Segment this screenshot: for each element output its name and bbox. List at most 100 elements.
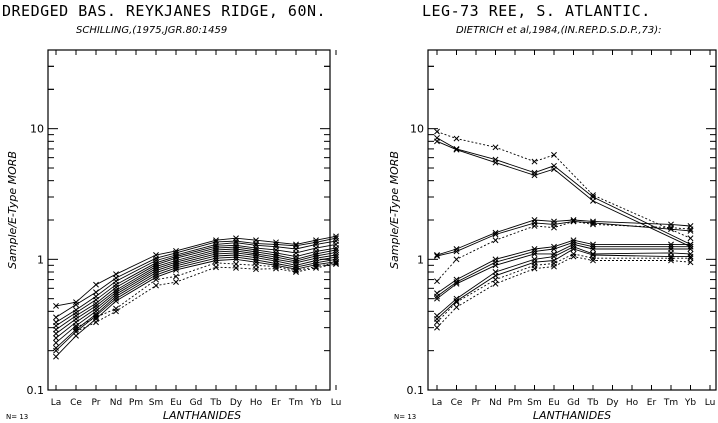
left-data-point: [53, 314, 59, 321]
right-data-point: [687, 243, 694, 250]
left-data-point: [273, 263, 279, 270]
left-data-point: [173, 266, 179, 273]
right-x-tick-label: Ho: [626, 398, 639, 408]
right-data-point: [687, 246, 694, 252]
left-data-point: [293, 269, 299, 275]
right-data-point: [453, 304, 460, 311]
left-x-tick-label: Gd: [190, 398, 203, 408]
right-data-point: [434, 324, 440, 331]
left-x-tick-label: Tb: [209, 398, 221, 408]
left-y-axis-title: Sample/E-Type MORB: [6, 151, 19, 269]
right-y-tick-label: 10: [410, 123, 424, 136]
left-data-point: [213, 264, 219, 271]
left-data-point: [333, 245, 339, 252]
left-data-point: [333, 252, 339, 258]
right-x-tick-label: Yb: [684, 398, 696, 408]
right-plot-area: 0.1 1 10 La Ce Pr Nd Pm Sm Eu Gd Tb Dy Ho Er Tm Yb Lu: [407, 49, 717, 408]
right-x-axis-title: LANTHANIDES: [533, 409, 611, 422]
right-x-tick-label: Er: [647, 398, 657, 408]
left-data-point: [293, 267, 299, 274]
left-x-tick-label: Ho: [250, 398, 263, 408]
right-data-point: [570, 253, 577, 260]
right-data-point: [590, 255, 596, 262]
right-data-point: [570, 250, 577, 257]
left-data-point: [253, 242, 259, 249]
right-data-point: [453, 256, 460, 263]
right-data-point: [434, 138, 440, 145]
left-data-point: [73, 332, 79, 339]
right-data-point: [551, 224, 557, 231]
left-data-point: [153, 282, 159, 289]
right-data-point: [531, 172, 538, 179]
left-data-point: [333, 254, 339, 261]
left-data-point: [93, 314, 99, 321]
right-y-tick-label: 1: [417, 253, 424, 266]
left-data-point: [93, 319, 99, 326]
right-x-tick-label: Tb: [586, 398, 598, 408]
left-data-point: [333, 261, 339, 268]
right-data-point: [590, 250, 596, 257]
left-series-line: [75, 262, 337, 329]
left-data-point: [233, 254, 239, 261]
right-sample-count: N= 13: [394, 413, 416, 421]
right-x-tick-label: Pr: [472, 398, 481, 408]
left-x-tick-label: Eu: [170, 398, 181, 408]
left-data-point: [333, 258, 339, 265]
right-data-point: [570, 218, 577, 225]
right-data-point: [434, 293, 440, 300]
right-data-point: [570, 246, 577, 252]
right-data-point: [531, 158, 538, 165]
right-chart-citation: DIETRICH et al,1984,(IN.REP.D.S.D.P.,73)…: [456, 25, 662, 36]
left-data-point: [93, 289, 99, 296]
left-data-point: [53, 330, 59, 337]
right-data-point: [434, 252, 440, 258]
right-data-point: [453, 299, 460, 306]
left-sample-count: N= 13: [6, 413, 28, 421]
left-data-point: [113, 298, 119, 304]
right-data-point: [551, 263, 557, 270]
right-data-point: [687, 250, 694, 257]
left-data-point: [173, 279, 179, 286]
right-data-point: [453, 146, 460, 153]
left-data-point: [73, 324, 79, 331]
left-data-point: [313, 264, 319, 271]
right-x-tick-label: La: [432, 398, 443, 408]
right-data-point: [434, 319, 440, 326]
right-data-point: [687, 226, 694, 233]
right-panel: LEG-73 REE, S. ATLANTIC. DIETRICH et al,…: [388, 2, 717, 422]
left-series-line: [75, 263, 337, 333]
left-x-tick-label: Tm: [288, 398, 303, 408]
right-data-point: [687, 235, 694, 242]
left-x-tick-label: La: [51, 398, 62, 408]
right-x-tick-label: Pm: [508, 398, 522, 408]
left-data-point: [93, 281, 99, 288]
left-x-tick-label: Nd: [110, 398, 122, 408]
left-data-point: [333, 259, 339, 266]
right-data-point: [453, 298, 460, 304]
right-data-point: [551, 166, 557, 173]
left-x-tick-label: Dy: [230, 398, 243, 408]
right-data-point: [668, 255, 674, 262]
right-y-tick-label: 0.1: [407, 384, 425, 397]
right-data-point: [668, 257, 674, 264]
right-x-tick-label: Ce: [451, 398, 463, 408]
left-y-tick-label: 0.1: [27, 384, 45, 397]
left-data-point: [213, 238, 219, 245]
left-x-tick-label: Ce: [70, 398, 82, 408]
right-data-point: [570, 237, 577, 244]
right-data-point: [687, 259, 694, 266]
right-x-tick-label: Nd: [489, 398, 501, 408]
right-data-point: [434, 295, 440, 302]
right-series-line: [436, 256, 691, 329]
left-data-point: [313, 263, 319, 270]
right-data-point: [590, 246, 596, 252]
right-data-point: [453, 279, 460, 286]
right-data-point: [531, 223, 538, 229]
left-data-point: [213, 257, 219, 264]
left-x-tick-label: Pr: [92, 398, 101, 408]
left-x-tick-label: Pm: [129, 398, 143, 408]
right-data-point: [434, 128, 440, 135]
right-data-point: [687, 253, 694, 260]
right-data-point: [492, 231, 499, 238]
right-data-point: [492, 237, 499, 244]
